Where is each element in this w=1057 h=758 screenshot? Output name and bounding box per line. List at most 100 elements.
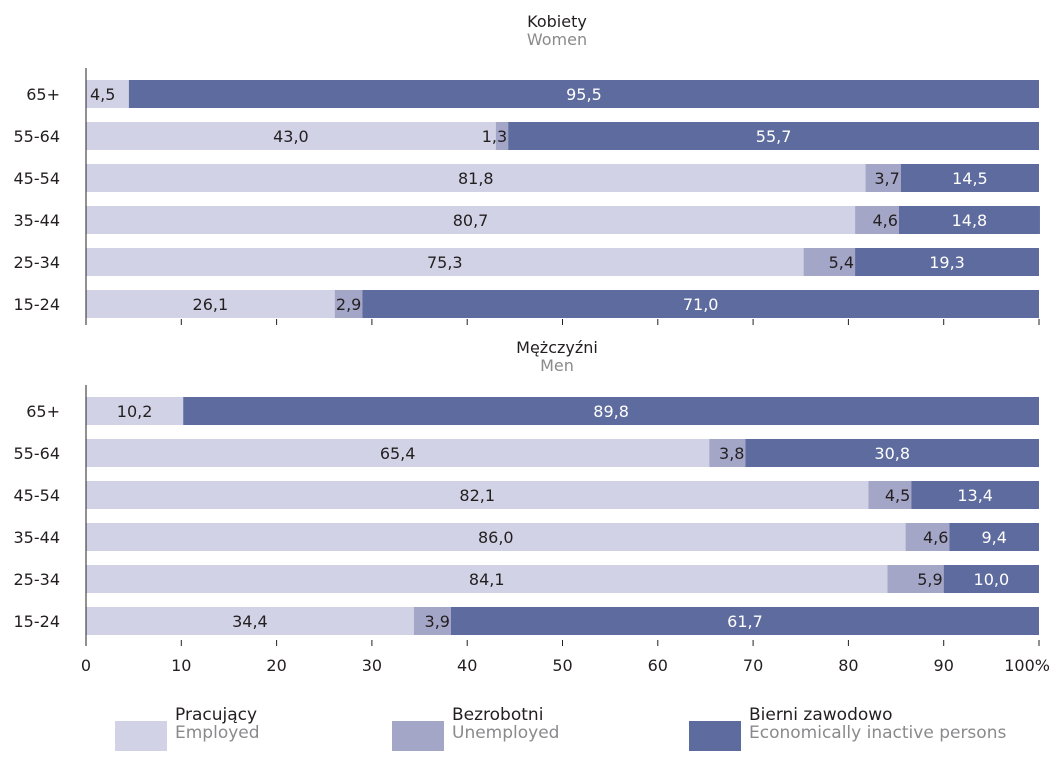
data-label-inactive: 14,5 <box>952 169 988 188</box>
data-label-employed: 4,5 <box>90 85 115 104</box>
legend-swatch-unemployed <box>392 721 444 751</box>
category-label: 35-44 <box>14 211 61 230</box>
bar-segment-employed <box>86 206 856 234</box>
legend-sublabel-unemployed: Unemployed <box>452 723 560 743</box>
men-panel-title: Mężczyźni <box>516 338 598 357</box>
data-label-employed: 81,8 <box>458 169 494 188</box>
data-label-inactive: 61,7 <box>727 612 763 631</box>
bar-segment-employed <box>86 122 496 150</box>
category-label: 25-34 <box>14 253 61 272</box>
legend-sublabel-inactive: Economically inactive persons <box>749 723 1007 743</box>
bar-segment-inactive <box>855 248 1039 276</box>
data-label-inactive: 14,8 <box>952 211 988 230</box>
data-label-employed: 82,1 <box>459 486 495 505</box>
data-label-employed: 43,0 <box>273 127 309 146</box>
bar-segment-unemployed <box>887 565 944 593</box>
bar-segment-inactive <box>949 523 1039 551</box>
x-tick-label: 70 <box>743 656 763 675</box>
bar-segment-inactive <box>362 290 1039 318</box>
bar-segment-inactive <box>128 80 1039 108</box>
bar-segment-unemployed <box>855 206 899 234</box>
stacked-bar-chart: 65+ 4,5 95,5 55-64 43,0 1,3 55,7 45-54 81,8 3,7 14… <box>14 68 1050 675</box>
men-panel-subtitle: Men <box>540 356 574 375</box>
bar-segment-employed <box>86 164 866 192</box>
data-label-inactive: 95,5 <box>566 85 602 104</box>
legend-label-unemployed: Bezrobotni <box>452 705 544 725</box>
data-label-inactive: 71,0 <box>683 295 719 314</box>
data-label-unemployed: 4,6 <box>923 528 948 547</box>
x-tick-label: 60 <box>648 656 668 675</box>
data-label-inactive: 19,3 <box>929 253 965 272</box>
data-label-employed: 80,7 <box>453 211 489 230</box>
data-label-employed: 75,3 <box>427 253 463 272</box>
legend-swatch-employed <box>115 721 167 751</box>
data-label-inactive: 30,8 <box>874 444 910 463</box>
women-panel: 65+ 4,5 95,5 55-64 43,0 1,3 55,7 45-54 81,8 3,7 14… <box>14 68 1040 325</box>
legend-label-inactive: Bierni zawodowo <box>749 705 893 725</box>
data-label-inactive: 9,4 <box>981 528 1006 547</box>
x-tick-label: 20 <box>266 656 286 675</box>
category-label: 45-54 <box>14 169 61 188</box>
bar-segment-employed <box>86 290 335 318</box>
data-label-inactive: 10,0 <box>974 570 1010 589</box>
data-label-unemployed: 5,4 <box>829 253 854 272</box>
x-tick-label: 40 <box>457 656 477 675</box>
bar-segment-unemployed <box>803 248 856 276</box>
bar-segment-employed <box>86 439 710 467</box>
x-tick-label: 80 <box>838 656 858 675</box>
bar-segment-unemployed <box>905 523 950 551</box>
data-label-employed: 34,4 <box>232 612 268 631</box>
category-label: 45-54 <box>14 486 61 505</box>
category-label: 65+ <box>26 402 60 421</box>
bar-segment-inactive <box>911 481 1039 509</box>
bar-segment-employed <box>86 397 184 425</box>
data-label-employed: 65,4 <box>380 444 416 463</box>
bar-segment-unemployed <box>709 439 746 467</box>
category-label: 15-24 <box>14 612 61 631</box>
bar-segment-inactive <box>898 206 1040 234</box>
data-label-unemployed: 2,9 <box>336 295 361 314</box>
bar-segment-employed <box>86 248 804 276</box>
x-tick-label: 30 <box>362 656 382 675</box>
women-panel-subtitle: Women <box>526 30 588 49</box>
bar-segment-inactive <box>450 607 1039 635</box>
x-tick-label: 100% <box>1004 656 1050 675</box>
legend-swatch-inactive <box>689 721 741 751</box>
bar-segment-employed <box>86 523 906 551</box>
legend-label-employed: Pracujący <box>175 705 258 725</box>
category-label: 25-34 <box>14 570 61 589</box>
data-label-unemployed: 3,9 <box>425 612 450 631</box>
legend-sublabel-employed: Employed <box>175 723 260 743</box>
bar-segment-unemployed <box>334 290 363 318</box>
data-label-employed: 26,1 <box>193 295 229 314</box>
bar-segment-inactive <box>745 439 1039 467</box>
bar-segment-employed <box>86 565 888 593</box>
bar-segment-unemployed <box>495 122 509 150</box>
data-label-inactive: 89,8 <box>593 402 629 421</box>
bar-segment-inactive <box>508 122 1040 150</box>
data-label-inactive: 13,4 <box>957 486 993 505</box>
data-label-unemployed: 4,6 <box>872 211 897 230</box>
bar-segment-unemployed <box>868 481 912 509</box>
x-tick-label: 0 <box>81 656 91 675</box>
category-label: 55-64 <box>14 444 61 463</box>
bar-segment-unemployed <box>865 164 901 192</box>
x-tick-label: 50 <box>552 656 572 675</box>
bar-segment-inactive <box>183 397 1039 425</box>
bar-segment-employed <box>86 80 129 108</box>
data-label-unemployed: 3,8 <box>719 444 744 463</box>
data-label-unemployed: 3,7 <box>874 169 899 188</box>
men-panel: 65+ 10,2 89,8 55-64 65,4 3,8 30,8 45-54 82,1 4,5 1… <box>14 385 1040 646</box>
category-label: 55-64 <box>14 127 61 146</box>
data-label-employed: 84,1 <box>469 570 505 589</box>
data-label-unemployed: 5,9 <box>917 570 942 589</box>
bar-segment-employed <box>86 607 414 635</box>
bar-segment-inactive <box>900 164 1039 192</box>
bar-segment-employed <box>86 481 869 509</box>
bar-segment-inactive <box>943 565 1039 593</box>
data-label-unemployed: 4,5 <box>885 486 910 505</box>
category-label: 65+ <box>26 85 60 104</box>
x-tick-label: 90 <box>934 656 954 675</box>
data-label-employed: 10,2 <box>117 402 153 421</box>
